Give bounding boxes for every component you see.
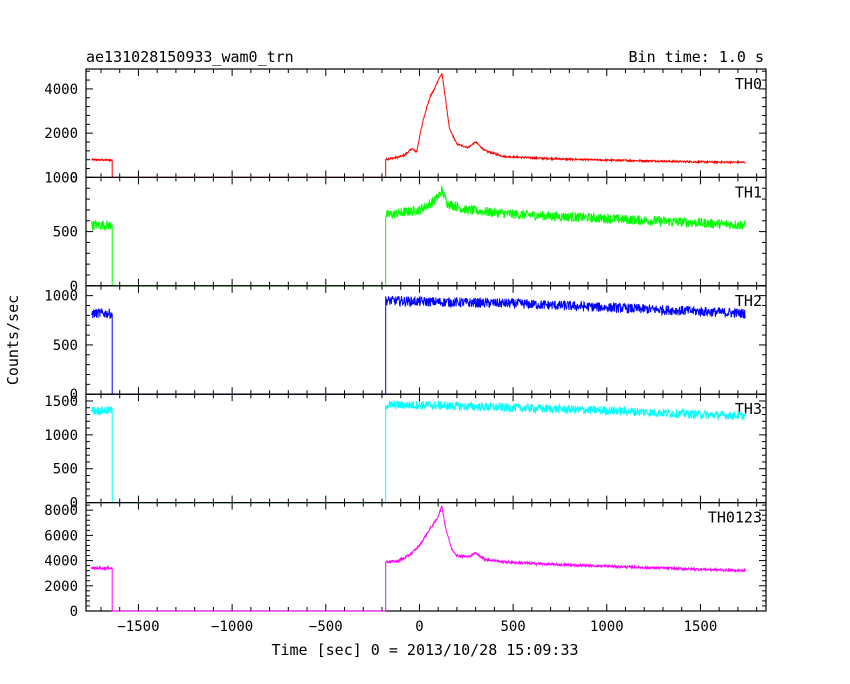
chart-title: ae131028150933_wam0_trn [86, 48, 294, 66]
y-tick-label: 1000 [44, 289, 78, 305]
y-tick-label: 500 [53, 462, 78, 478]
series-line-th0123 [91, 505, 746, 612]
y-tick-label: 500 [53, 225, 78, 241]
x-tick-label: 500 [500, 619, 525, 635]
panel-th0123: 0 2000 4000 6000 8000 TH0123 [44, 502, 767, 620]
x-tick-label: 1500 [684, 619, 718, 635]
y-tick-label: 0 [70, 604, 78, 620]
panel-th0: 0 2000 4000 TH0 [44, 68, 767, 186]
x-tick-label: −1000 [211, 619, 253, 635]
y-tick-label: 2000 [44, 579, 78, 595]
panel-frame [85, 176, 767, 287]
y-tick-label: 6000 [44, 528, 78, 544]
panel-label: TH0123 [708, 509, 762, 527]
series-line-th0 [91, 73, 746, 178]
bin-time-label: Bin time: 1.0 s [629, 48, 764, 66]
panels-group: 0 2000 4000 TH0 0 500 1000 TH1 0 500 1000 TH2 0 500 10… [44, 68, 767, 635]
y-tick-label: 0 [70, 387, 78, 403]
y-tick-label: 0 [70, 170, 78, 186]
x-tick-label: 1000 [590, 619, 624, 635]
panel-label: TH0 [735, 75, 762, 93]
y-tick-label: 1000 [44, 170, 78, 186]
y-tick-label: 1000 [44, 428, 78, 444]
series-line-th1 [91, 186, 746, 287]
y-tick-label: 500 [53, 338, 78, 354]
y-axis-label: Counts/sec [4, 295, 22, 385]
y-tick-label: 8000 [44, 503, 78, 519]
panel-frame [85, 502, 767, 612]
series-line-th3 [91, 400, 746, 504]
x-tick-label: −500 [309, 619, 343, 635]
y-tick-label: 4000 [44, 554, 78, 570]
panel-th2: 0 500 1000 TH2 [44, 285, 767, 403]
x-axis-label: Time [sec] 0 = 2013/10/28 15:09:33 [271, 641, 578, 659]
x-tick-label: 0 [415, 619, 423, 635]
y-tick-label: 1500 [44, 394, 78, 410]
panel-th1: 0 500 1000 TH1 [44, 170, 767, 295]
series-line-th2 [91, 295, 746, 395]
y-tick-label: 0 [70, 279, 78, 295]
y-tick-label: 0 [70, 496, 78, 512]
y-tick-label: 2000 [44, 126, 78, 142]
panel-label: TH2 [735, 292, 762, 310]
panel-label: TH1 [735, 183, 762, 201]
y-tick-label: 4000 [44, 82, 78, 98]
x-tick-label: −1500 [117, 619, 159, 635]
